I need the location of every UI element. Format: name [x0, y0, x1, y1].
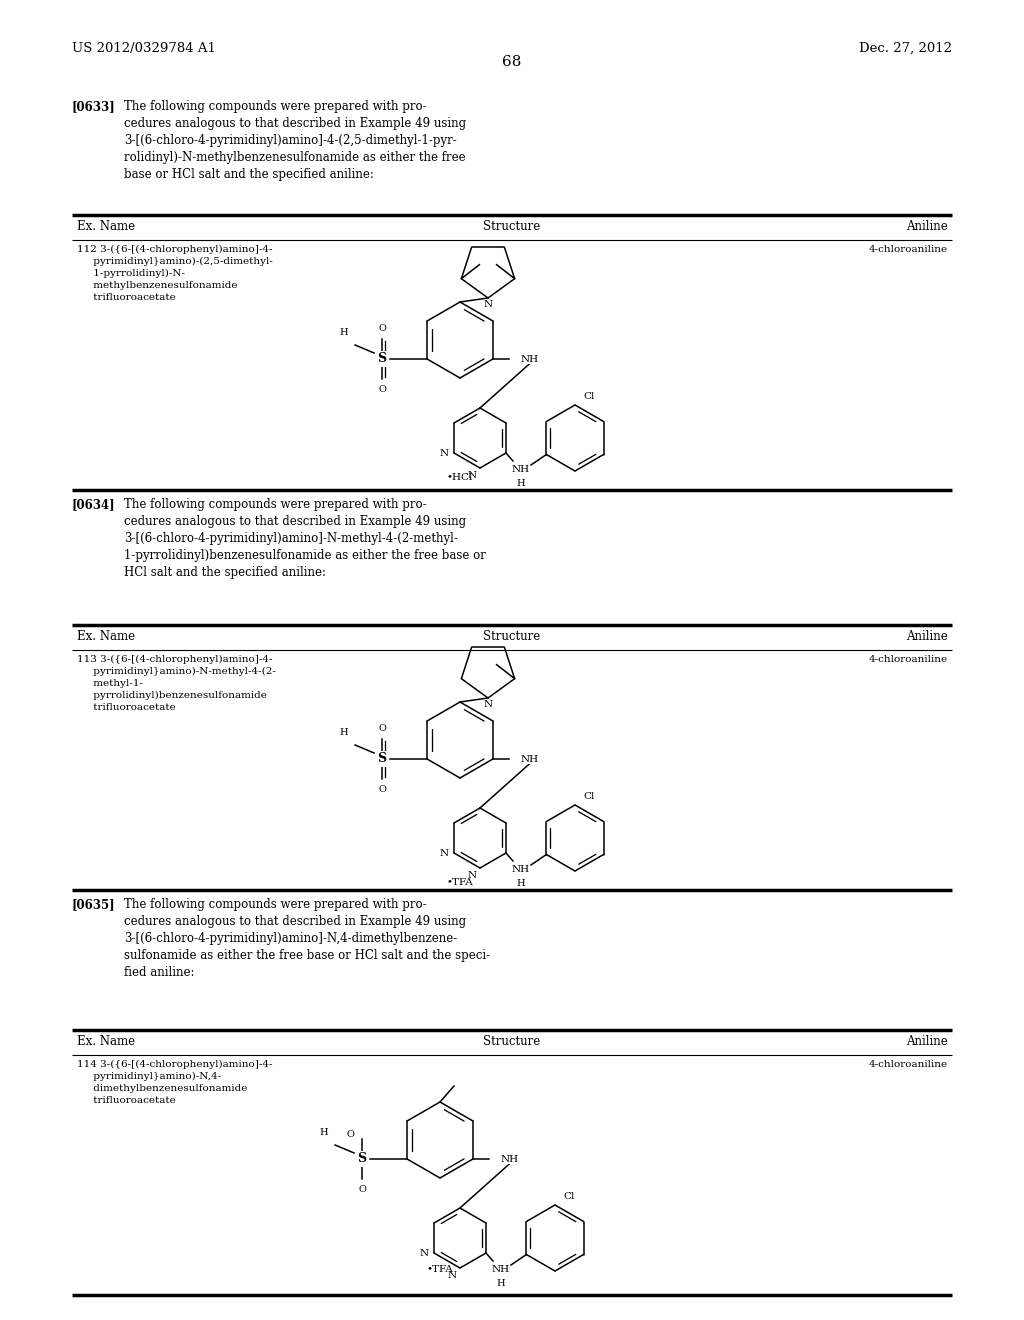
Text: Ex. Name: Ex. Name [77, 220, 135, 234]
Text: 112 3-({6-[(4-chlorophenyl)amino]-4-
     pyrimidinyl}amino)-(2,5-dimethyl-
    : 112 3-({6-[(4-chlorophenyl)amino]-4- pyr… [77, 246, 272, 302]
Text: Ex. Name: Ex. Name [77, 1035, 135, 1048]
Text: H: H [517, 479, 525, 488]
Text: N: N [420, 1249, 429, 1258]
Text: NH: NH [512, 865, 530, 874]
Text: O: O [378, 723, 386, 733]
Text: •TFA: •TFA [446, 878, 473, 887]
Text: O: O [378, 785, 386, 795]
Text: [0635]: [0635] [72, 898, 116, 911]
Text: H: H [517, 879, 525, 888]
Text: 4-chloroaniline: 4-chloroaniline [868, 246, 947, 253]
Text: NH: NH [512, 465, 530, 474]
Text: N: N [483, 700, 493, 709]
Text: 113 3-({6-[(4-chlorophenyl)amino]-4-
     pyrimidinyl}amino)-N-methyl-4-(2-
    : 113 3-({6-[(4-chlorophenyl)amino]-4- pyr… [77, 655, 275, 711]
Text: N: N [468, 471, 477, 480]
Text: N: N [468, 871, 477, 880]
Text: NH: NH [501, 1155, 519, 1163]
Text: [0633]: [0633] [72, 100, 116, 114]
Text: Ex. Name: Ex. Name [77, 630, 135, 643]
Text: •HCl: •HCl [446, 473, 473, 482]
Text: US 2012/0329784 A1: US 2012/0329784 A1 [72, 42, 216, 55]
Text: Structure: Structure [483, 1035, 541, 1048]
Text: NH: NH [521, 755, 539, 763]
Text: H: H [319, 1129, 328, 1137]
Text: Structure: Structure [483, 630, 541, 643]
Text: The following compounds were prepared with pro-
cedures analogous to that descri: The following compounds were prepared wi… [124, 498, 485, 579]
Text: Aniline: Aniline [905, 630, 947, 643]
Text: H: H [497, 1279, 505, 1288]
Text: S: S [357, 1152, 367, 1166]
Text: O: O [358, 1185, 366, 1195]
Text: H: H [340, 729, 348, 737]
Text: Structure: Structure [483, 220, 541, 234]
Text: Cl: Cl [563, 1192, 574, 1201]
Text: The following compounds were prepared with pro-
cedures analogous to that descri: The following compounds were prepared wi… [124, 898, 489, 979]
Text: Dec. 27, 2012: Dec. 27, 2012 [859, 42, 952, 55]
Text: N: N [483, 300, 493, 309]
Text: 4-chloroaniline: 4-chloroaniline [868, 655, 947, 664]
Text: O: O [346, 1130, 354, 1139]
Text: O: O [378, 385, 386, 393]
Text: NH: NH [521, 355, 539, 363]
Text: The following compounds were prepared with pro-
cedures analogous to that descri: The following compounds were prepared wi… [124, 100, 466, 181]
Text: NH: NH [492, 1265, 510, 1274]
Text: 4-chloroaniline: 4-chloroaniline [868, 1060, 947, 1069]
Text: O: O [378, 323, 386, 333]
Text: H: H [340, 327, 348, 337]
Text: 68: 68 [503, 55, 521, 69]
Text: N: N [440, 849, 449, 858]
Text: 114 3-({6-[(4-chlorophenyl)amino]-4-
     pyrimidinyl}amino)-N,4-
     dimethylb: 114 3-({6-[(4-chlorophenyl)amino]-4- pyr… [77, 1060, 272, 1105]
Text: N: N [447, 1271, 457, 1280]
Text: S: S [378, 752, 387, 766]
Text: Aniline: Aniline [905, 220, 947, 234]
Text: [0634]: [0634] [72, 498, 116, 511]
Text: Cl: Cl [583, 392, 594, 401]
Text: •TFA: •TFA [427, 1265, 454, 1274]
Text: Aniline: Aniline [905, 1035, 947, 1048]
Text: N: N [440, 449, 449, 458]
Text: Cl: Cl [583, 792, 594, 801]
Text: S: S [378, 352, 387, 366]
